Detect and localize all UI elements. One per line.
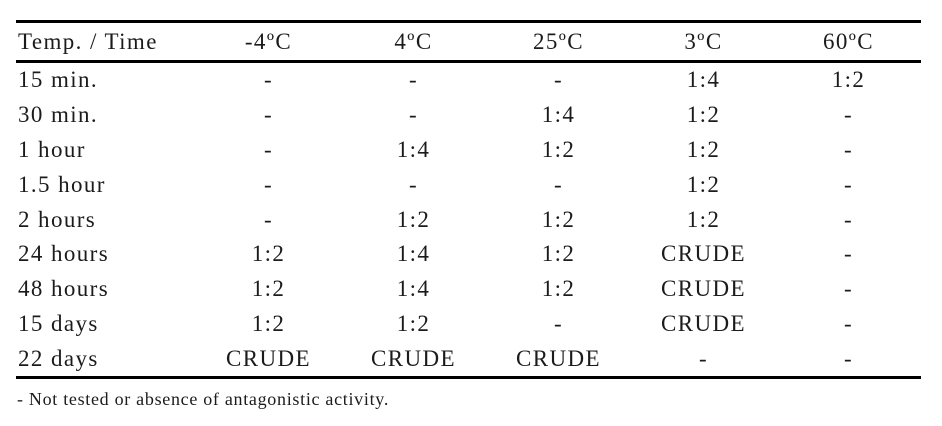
cell-value: - xyxy=(263,102,274,128)
cell-value: - xyxy=(408,171,419,197)
table-row: 15 min. - - - 1:4 1:2 xyxy=(16,62,921,98)
column-header-25c: 25ºC xyxy=(486,21,631,63)
row-label: 15 days xyxy=(18,310,99,336)
cell-value: 1:2 xyxy=(251,310,286,336)
cell-value: CRUDE xyxy=(661,241,746,267)
row-label: 48 hours xyxy=(18,276,110,302)
cell-value: - xyxy=(263,206,274,232)
row-label: 15 min. xyxy=(18,67,99,93)
row-label: 24 hours xyxy=(18,241,110,267)
cell-value: 1:2 xyxy=(686,171,721,197)
cell-value: 1:2 xyxy=(541,206,576,232)
cell-value: 1:4 xyxy=(541,102,576,128)
cell-value: 1:2 xyxy=(831,67,866,93)
cell-value: 1:2 xyxy=(686,206,721,232)
cell-value: - xyxy=(263,67,274,93)
cell-value: 1:2 xyxy=(686,102,721,128)
cell-value: - xyxy=(263,136,274,162)
table-row: 48 hours 1:2 1:4 1:2 CRUDE - xyxy=(16,272,921,307)
cell-value: CRUDE xyxy=(341,341,486,380)
table-body: 15 min. - - -1:4 1:2 30 min. - -1:4 1:2-1 hour -1… xyxy=(16,62,921,380)
cell-value: 1:2 xyxy=(251,276,286,302)
cell-value: - xyxy=(843,136,854,162)
row-label: 22 days xyxy=(16,341,196,380)
table-row: 24 hours 1:2 1:4 1:2 CRUDE - xyxy=(16,237,921,272)
column-header-60c: 60ºC xyxy=(776,21,921,63)
cell-value: 1:4 xyxy=(396,241,431,267)
cell-value: 1:4 xyxy=(396,136,431,162)
row-label: 30 min. xyxy=(18,102,99,128)
table-row: 15 days 1:2 1:2 - CRUDE - xyxy=(16,307,921,342)
cell-value: - xyxy=(263,171,274,197)
cell-value: 1:2 xyxy=(686,136,721,162)
header-row: Temp. / Time -4ºC 4ºC 25ºC 3ºC 60ºC xyxy=(16,21,921,63)
cell-value: - xyxy=(408,102,419,128)
cell-value: - xyxy=(843,206,854,232)
row-label: 1 hour xyxy=(18,136,86,162)
table-footnote: - Not tested or absence of antagonistic … xyxy=(17,389,390,409)
cell-value: - xyxy=(843,102,854,128)
cell-value: - xyxy=(553,67,564,93)
column-header-4c: 4ºC xyxy=(341,21,486,63)
stability-table-container: Temp. / Time -4ºC 4ºC 25ºC 3ºC 60ºC 15 m… xyxy=(16,20,921,380)
table-header: Temp. / Time -4ºC 4ºC 25ºC 3ºC 60ºC xyxy=(16,21,921,63)
cell-value: 1:2 xyxy=(396,310,431,336)
row-label: 2 hours xyxy=(18,206,97,232)
cell-value: 1:4 xyxy=(686,67,721,93)
cell-value: - xyxy=(843,310,854,336)
cell-value: - xyxy=(776,341,921,380)
cell-value: CRUDE xyxy=(661,276,746,302)
cell-value: 1:4 xyxy=(396,276,431,302)
column-header-temp-time: Temp. / Time xyxy=(16,21,196,63)
cell-value: 1:2 xyxy=(541,136,576,162)
table-row: 2 hours - 1:2 1:2 1:2 - xyxy=(16,202,921,237)
column-header-minus4c: -4ºC xyxy=(196,21,341,63)
column-header-3c: 3ºC xyxy=(631,21,776,63)
cell-value: - xyxy=(553,171,564,197)
cell-value: CRUDE xyxy=(661,310,746,336)
cell-value: - xyxy=(843,241,854,267)
cell-value: - xyxy=(553,310,564,336)
table-row: 1.5 hour - - - 1:2 - xyxy=(16,167,921,202)
cell-value: - xyxy=(843,171,854,197)
row-label: 1.5 hour xyxy=(18,171,106,197)
table-row: 1 hour - 1:4 1:2 1:2 - xyxy=(16,133,921,168)
cell-value: CRUDE xyxy=(196,341,341,380)
table-row: 22 days CRUDE CRUDE CRUDE - - xyxy=(16,341,921,380)
cell-value: 1:2 xyxy=(541,241,576,267)
cell-value: 1:2 xyxy=(541,276,576,302)
table-row: 30 min. - - 1:4 1:2 - xyxy=(16,98,921,133)
cell-value: - xyxy=(408,67,419,93)
cell-value: 1:2 xyxy=(251,241,286,267)
stability-table: Temp. / Time -4ºC 4ºC 25ºC 3ºC 60ºC 15 m… xyxy=(16,20,921,380)
cell-value: 1:2 xyxy=(396,206,431,232)
cell-value: CRUDE xyxy=(486,341,631,380)
cell-value: - xyxy=(631,341,776,380)
cell-value: - xyxy=(843,276,854,302)
